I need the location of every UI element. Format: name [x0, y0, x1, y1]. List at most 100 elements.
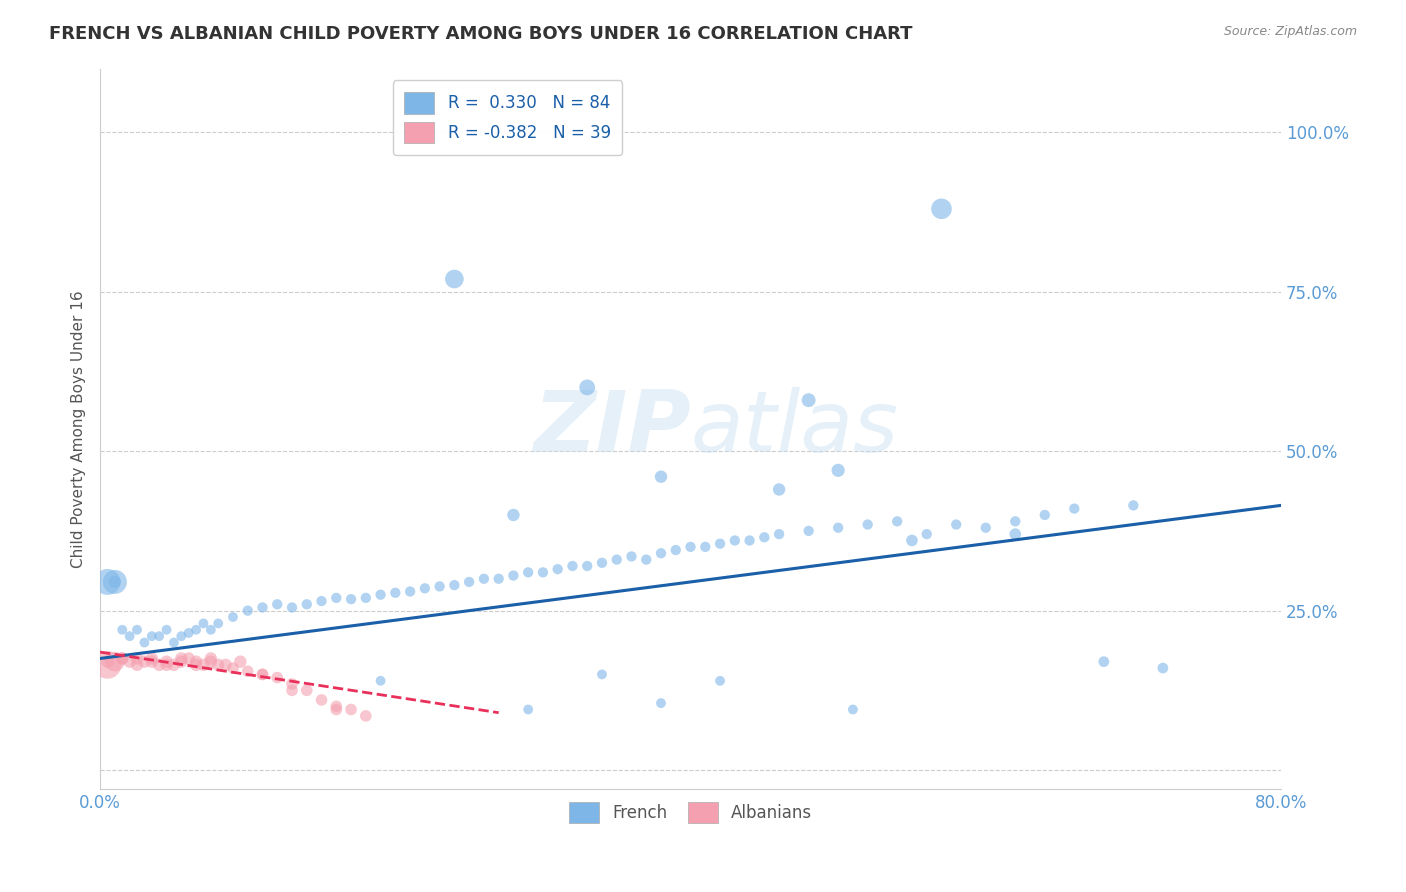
Point — [665, 543, 688, 558]
Point — [1152, 661, 1174, 675]
Point — [96, 657, 118, 672]
Point — [1033, 508, 1056, 522]
Point — [236, 604, 259, 618]
Point — [695, 540, 717, 554]
Text: FRENCH VS ALBANIAN CHILD POVERTY AMONG BOYS UNDER 16 CORRELATION CHART: FRENCH VS ALBANIAN CHILD POVERTY AMONG B… — [49, 25, 912, 43]
Point — [517, 566, 540, 580]
Point — [370, 588, 392, 602]
Point — [856, 517, 879, 532]
Point — [141, 629, 163, 643]
Point — [724, 533, 747, 548]
Point — [155, 657, 177, 672]
Point — [325, 699, 347, 714]
Point — [561, 559, 583, 574]
Point — [111, 651, 134, 665]
Point — [325, 702, 347, 716]
Point — [517, 702, 540, 716]
Point — [738, 533, 761, 548]
Point — [679, 540, 702, 554]
Point — [443, 272, 465, 286]
Point — [931, 202, 953, 216]
Point — [111, 651, 134, 665]
Point — [222, 610, 245, 624]
Point — [974, 521, 997, 535]
Point — [606, 552, 628, 566]
Point — [915, 527, 938, 541]
Text: Source: ZipAtlas.com: Source: ZipAtlas.com — [1223, 25, 1357, 38]
Point — [200, 655, 222, 669]
Point — [827, 521, 849, 535]
Point — [429, 579, 451, 593]
Point — [281, 683, 304, 698]
Point — [340, 592, 363, 607]
Point — [1122, 499, 1144, 513]
Point — [148, 629, 170, 643]
Point — [104, 574, 127, 589]
Point — [709, 536, 731, 550]
Point — [384, 586, 406, 600]
Point — [134, 635, 156, 649]
Point — [125, 657, 148, 672]
Point — [1004, 527, 1026, 541]
Point — [200, 651, 222, 665]
Point — [193, 616, 215, 631]
Point — [281, 600, 304, 615]
Point — [1063, 501, 1085, 516]
Point — [547, 562, 569, 576]
Y-axis label: Child Poverty Among Boys Under 16: Child Poverty Among Boys Under 16 — [72, 290, 86, 567]
Point — [125, 623, 148, 637]
Point — [118, 629, 141, 643]
Point — [591, 667, 613, 681]
Point — [842, 702, 865, 716]
Point — [325, 591, 347, 605]
Point — [125, 651, 148, 665]
Point — [193, 657, 215, 672]
Point — [901, 533, 924, 548]
Point — [709, 673, 731, 688]
Point — [311, 693, 333, 707]
Point — [207, 657, 229, 672]
Text: atlas: atlas — [690, 387, 898, 470]
Point — [134, 655, 156, 669]
Point — [311, 594, 333, 608]
Point — [576, 380, 599, 394]
Point — [96, 574, 118, 589]
Point — [104, 655, 127, 669]
Point — [399, 584, 422, 599]
Point — [163, 635, 186, 649]
Point — [340, 702, 363, 716]
Point — [170, 655, 193, 669]
Point — [155, 655, 177, 669]
Point — [214, 657, 236, 672]
Point — [266, 597, 288, 611]
Point — [184, 623, 207, 637]
Point — [207, 616, 229, 631]
Point — [370, 673, 392, 688]
Point — [531, 566, 554, 580]
Point — [96, 655, 118, 669]
Point — [141, 655, 163, 669]
Point — [252, 600, 274, 615]
Text: ZIP: ZIP — [533, 387, 690, 470]
Point — [620, 549, 643, 564]
Point — [354, 591, 377, 605]
Point — [118, 655, 141, 669]
Point — [184, 657, 207, 672]
Point — [222, 661, 245, 675]
Point — [184, 655, 207, 669]
Point — [170, 629, 193, 643]
Point — [827, 463, 849, 477]
Point — [502, 508, 524, 522]
Point — [229, 655, 252, 669]
Point — [111, 623, 134, 637]
Point — [252, 667, 274, 681]
Point — [1092, 655, 1115, 669]
Point — [754, 530, 776, 544]
Point — [155, 623, 177, 637]
Point — [650, 696, 672, 710]
Point — [443, 578, 465, 592]
Point — [797, 524, 820, 538]
Point — [768, 527, 790, 541]
Point — [266, 671, 288, 685]
Point — [177, 626, 200, 640]
